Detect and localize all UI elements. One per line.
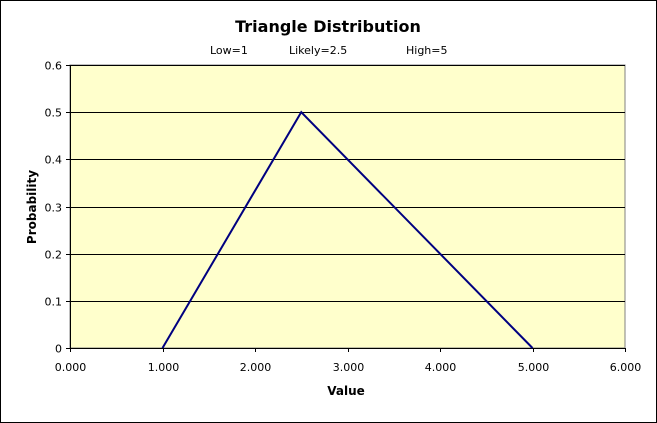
y-tick-label: 0.5 xyxy=(45,107,63,120)
y-axis-title: Probability xyxy=(25,170,39,244)
y-tick-label: 0.4 xyxy=(45,154,63,167)
y-tick-label: 0.3 xyxy=(45,202,63,215)
x-tick-label: 3.000 xyxy=(333,361,365,374)
x-axis-title: Value xyxy=(327,384,365,398)
y-tick-label: 0 xyxy=(55,343,62,356)
plot-area xyxy=(69,64,626,349)
subtitle-low: Low=1 xyxy=(210,44,248,57)
chart-title: Triangle Distribution xyxy=(235,17,421,36)
series-layer xyxy=(161,110,534,349)
x-tick-label: 1.000 xyxy=(148,361,180,374)
y-tick-label: 0.1 xyxy=(45,296,63,309)
x-tick-label: 5.000 xyxy=(518,361,550,374)
grid-lines xyxy=(70,65,625,302)
subtitle-high: High=5 xyxy=(406,44,448,57)
x-tick-label: 0.000 xyxy=(55,361,87,374)
x-tick-label: 2.000 xyxy=(240,361,272,374)
x-tick-label: 6.000 xyxy=(610,361,642,374)
axes xyxy=(70,65,625,349)
x-axis-ticks: 0.000 1.000 2.000 3.000 4.000 5.000 6.000 xyxy=(55,348,642,374)
y-tick-label: 0.2 xyxy=(45,249,63,262)
subtitle-likely: Likely=2.5 xyxy=(289,44,347,57)
x-tick-label: 4.000 xyxy=(425,361,457,374)
y-axis-ticks: 0 0.1 0.2 0.3 0.4 0.5 0.6 xyxy=(45,60,70,356)
y-tick-label: 0.6 xyxy=(45,60,63,73)
